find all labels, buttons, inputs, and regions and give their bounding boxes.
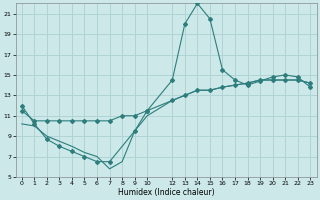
X-axis label: Humidex (Indice chaleur): Humidex (Indice chaleur) [118, 188, 214, 197]
